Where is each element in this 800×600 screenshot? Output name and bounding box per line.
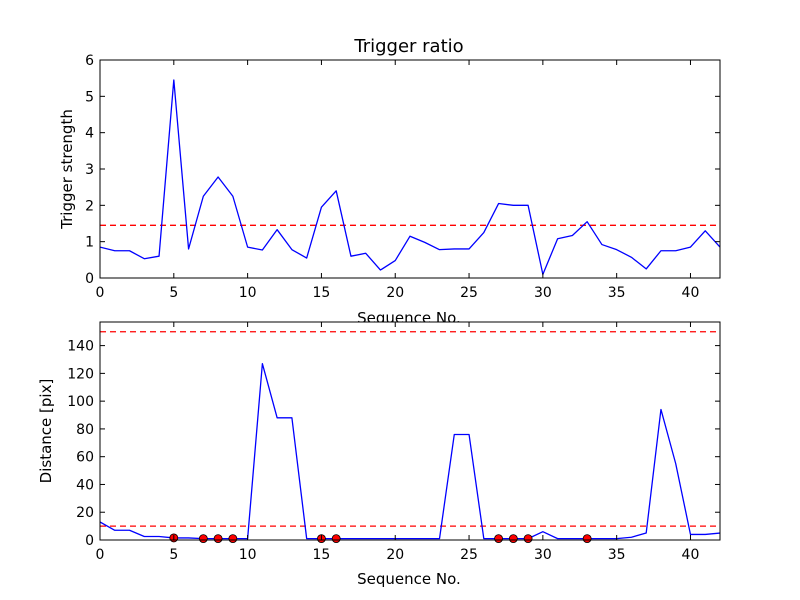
distance-panel: Sequence No. Distance [pix] 0 5 10 15 20 25 30… bbox=[37, 321, 721, 588]
trigger-ratio-panel: Trigger ratio Sequence No. Trigger stren… bbox=[58, 36, 721, 327]
y-tick-label: 100 bbox=[67, 394, 94, 410]
data-point-marker bbox=[213, 534, 223, 544]
x-tick-label: 30 bbox=[534, 547, 552, 563]
y-tick-label: 40 bbox=[76, 477, 94, 493]
x-tick-label: 0 bbox=[96, 285, 105, 301]
y-tick-label: 6 bbox=[85, 53, 94, 69]
data-point-marker bbox=[198, 534, 208, 544]
data-layer bbox=[100, 79, 720, 276]
plot-area bbox=[100, 322, 720, 540]
y-tick-label: 4 bbox=[85, 126, 94, 142]
y-tick-label: 120 bbox=[67, 366, 94, 382]
y-tick-label: 60 bbox=[76, 450, 94, 466]
y-axis-label: Distance [pix] bbox=[37, 379, 55, 484]
x-tick-label: 0 bbox=[96, 547, 105, 563]
axes-frame bbox=[99, 321, 721, 541]
x-tick-label: 25 bbox=[460, 547, 478, 563]
x-tick-label: 20 bbox=[386, 285, 404, 301]
y-tick-label: 0 bbox=[85, 533, 94, 549]
data-point-marker bbox=[494, 534, 503, 544]
x-tick-label: 5 bbox=[169, 285, 178, 301]
y-axis-label: Trigger strength bbox=[58, 109, 76, 230]
y-tick-label: 3 bbox=[85, 162, 94, 178]
y-tick-label: 0 bbox=[85, 271, 94, 287]
x-tick-label: 40 bbox=[682, 285, 700, 301]
x-tick-label: 15 bbox=[313, 285, 331, 301]
series-line bbox=[100, 79, 720, 276]
x-axis-label: Sequence No. bbox=[357, 570, 461, 588]
x-tick-label: 40 bbox=[682, 547, 700, 563]
y-tick-label: 80 bbox=[76, 422, 94, 438]
x-tick-label: 15 bbox=[313, 547, 331, 563]
data-point-marker bbox=[228, 534, 238, 544]
x-tick-label: 10 bbox=[239, 285, 257, 301]
x-tick-label: 35 bbox=[608, 285, 626, 301]
x-tick-label: 25 bbox=[460, 285, 478, 301]
data-point-marker bbox=[508, 534, 518, 544]
chart-title: Trigger ratio bbox=[353, 36, 463, 57]
plot-area bbox=[100, 60, 720, 278]
x-tick-label: 5 bbox=[169, 547, 178, 563]
y-tick-label: 1 bbox=[85, 235, 94, 251]
y-tick-label: 5 bbox=[85, 89, 94, 105]
y-tick-label: 20 bbox=[76, 505, 94, 521]
data-point-marker bbox=[523, 534, 533, 544]
x-tick-label: 35 bbox=[608, 547, 626, 563]
x-tick-label: 30 bbox=[534, 285, 552, 301]
x-tick-label: 10 bbox=[239, 547, 257, 563]
data-point-marker bbox=[331, 534, 341, 544]
x-tick-label: 20 bbox=[386, 547, 404, 563]
y-tick-label: 140 bbox=[67, 339, 94, 355]
y-tick-label: 2 bbox=[85, 198, 94, 214]
data-point-marker bbox=[582, 534, 592, 544]
